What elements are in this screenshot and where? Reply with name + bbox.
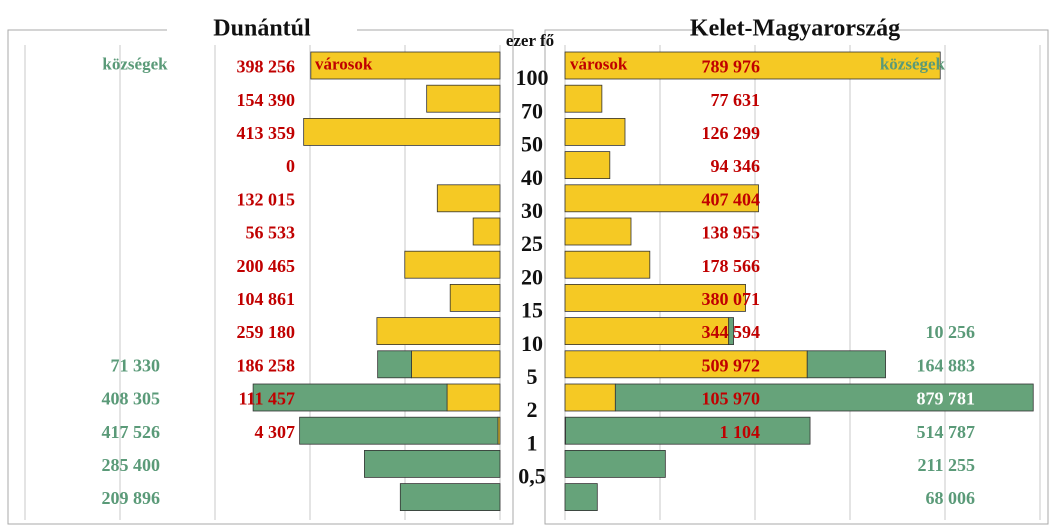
bar-varosok xyxy=(436,184,501,213)
bar-varosok xyxy=(310,51,501,80)
size-bound-label: 15 xyxy=(521,298,543,323)
bar-kozsegek xyxy=(377,350,412,379)
value-label: 408 305 xyxy=(102,389,161,409)
bar-kozsegek xyxy=(252,383,448,412)
size-bound-label: 10 xyxy=(521,331,543,356)
title-bg xyxy=(700,18,890,42)
bar-varosok xyxy=(564,250,651,279)
panel-title: Kelet-Magyarország xyxy=(690,16,900,42)
value-label: 71 330 xyxy=(111,355,161,375)
bar-varosok xyxy=(564,184,759,213)
unit-label: ezer fő xyxy=(506,31,555,50)
bar-varosok xyxy=(404,250,501,279)
size-bound-label: 70 xyxy=(521,98,543,123)
legend-label: városok xyxy=(315,54,373,73)
value-label: 138 955 xyxy=(702,223,761,243)
bar-varosok xyxy=(303,118,501,146)
value-label: 10 256 xyxy=(926,322,976,342)
bar-varosok xyxy=(564,151,611,180)
value-label: 104 861 xyxy=(237,289,296,309)
bar-varosok xyxy=(426,84,501,113)
legend-label: városok xyxy=(570,54,628,73)
value-label: 211 255 xyxy=(917,455,975,475)
size-bound-label: 25 xyxy=(521,231,543,256)
size-bound-label: 50 xyxy=(521,132,543,157)
value-label: 413 359 xyxy=(237,123,296,143)
value-label: 407 404 xyxy=(702,189,761,209)
size-bound-label: 5 xyxy=(527,364,538,389)
legend-label: községek xyxy=(880,54,946,73)
size-bound-label: 100 xyxy=(516,65,549,90)
value-label: 259 180 xyxy=(237,322,296,342)
value-label: 879 781 xyxy=(917,389,976,409)
size-bound-label: 30 xyxy=(521,198,543,223)
bar-varosok xyxy=(564,84,603,113)
value-label: 94 346 xyxy=(711,156,761,176)
value-label: 417 526 xyxy=(102,422,161,442)
panel-title: Dunántúl xyxy=(213,16,311,42)
bar-kozsegek xyxy=(728,317,734,346)
value-label: 200 465 xyxy=(237,256,296,276)
title-bg xyxy=(167,18,357,42)
bar-varosok xyxy=(564,283,746,312)
value-label: 68 006 xyxy=(926,488,976,508)
bar-varosok xyxy=(449,283,501,312)
bar-varosok xyxy=(472,217,501,246)
bar-varosok xyxy=(446,383,501,412)
value-label: 154 390 xyxy=(237,90,296,110)
bar-kozsegek xyxy=(364,449,501,478)
bar-kozsegek xyxy=(564,449,666,478)
value-label: 178 566 xyxy=(702,256,761,276)
value-label: 1 104 xyxy=(720,422,761,442)
size-bound-label: 20 xyxy=(521,264,543,289)
value-label: 164 883 xyxy=(917,355,976,375)
value-label: 4 307 xyxy=(255,422,296,442)
bar-varosok xyxy=(564,383,616,412)
bar-kozsegek xyxy=(806,350,886,379)
bar-varosok xyxy=(411,350,501,379)
bar-kozsegek xyxy=(614,383,1034,412)
bar-varosok xyxy=(564,118,626,146)
bar-varosok xyxy=(564,217,632,246)
value-label: 186 258 xyxy=(237,355,296,375)
value-label: 56 533 xyxy=(246,223,296,243)
value-label: 398 256 xyxy=(237,57,296,77)
center-band xyxy=(514,30,544,524)
bar-varosok xyxy=(564,51,941,80)
value-label: 514 787 xyxy=(917,422,976,442)
bar-kozsegek xyxy=(399,483,501,512)
size-bound-label: 0,5 xyxy=(518,464,546,489)
value-label: 209 896 xyxy=(102,488,161,508)
legend-label: községek xyxy=(102,54,168,73)
bar-kozsegek xyxy=(565,416,811,445)
value-label: 344 594 xyxy=(702,322,761,342)
size-bound-label: 1 xyxy=(527,430,538,455)
bar-varosok xyxy=(376,317,501,346)
size-bound-label: 2 xyxy=(527,397,538,422)
value-label: 111 457 xyxy=(238,389,295,409)
value-label: 105 970 xyxy=(702,389,761,409)
value-label: 77 631 xyxy=(711,90,761,110)
bar-varosok xyxy=(564,350,808,379)
value-label: 380 071 xyxy=(702,289,761,309)
value-label: 132 015 xyxy=(237,189,296,209)
bar-kozsegek xyxy=(564,483,598,512)
size-bound-label: 40 xyxy=(521,165,543,190)
value-label: 789 976 xyxy=(702,57,761,77)
value-label: 285 400 xyxy=(102,455,161,475)
bar-kozsegek xyxy=(299,416,499,445)
value-label: 126 299 xyxy=(702,123,761,143)
value-label: 0 xyxy=(286,156,295,176)
value-label: 509 972 xyxy=(702,355,761,375)
